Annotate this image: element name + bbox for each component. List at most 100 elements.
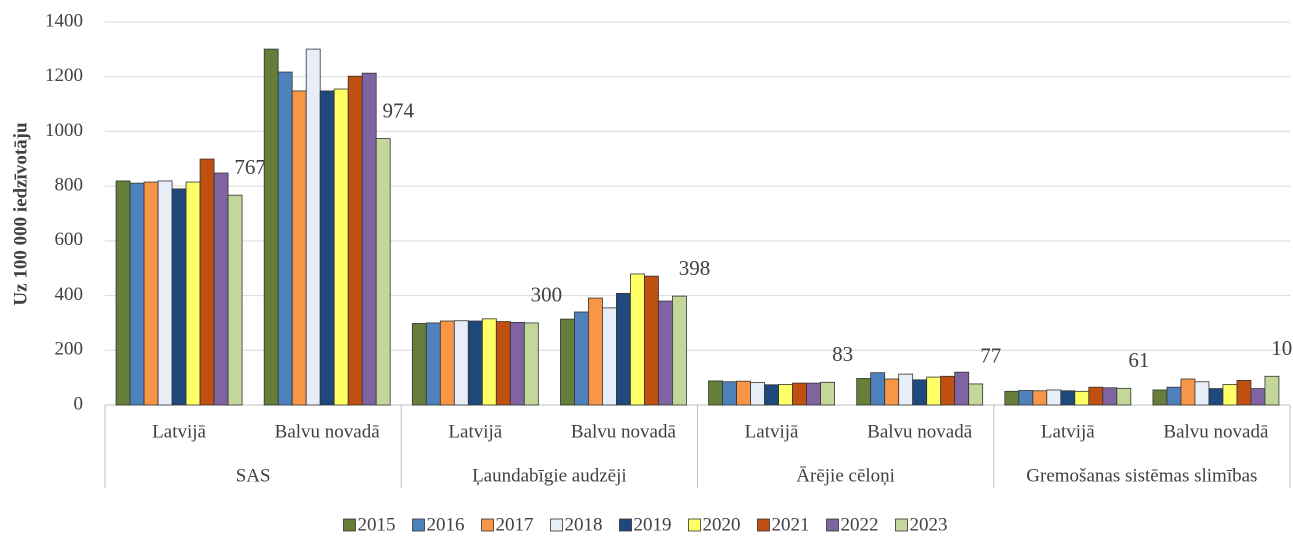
bar [305, 48, 321, 406]
data-label: 398 [679, 256, 711, 280]
legend-label: 2016 [427, 514, 465, 535]
bar [672, 295, 687, 406]
bar [227, 194, 243, 406]
group-label: Ļaundabīgie audzēji [472, 465, 627, 486]
x-tick-label: Balvu novadā [867, 421, 973, 442]
group-label: Ārējie cēloņi [796, 465, 895, 486]
data-label: 974 [382, 98, 414, 122]
bar [1116, 387, 1132, 406]
bar [157, 180, 173, 406]
bar [968, 383, 984, 406]
y-axis-label: Uz 100 000 iedzīvotāju [10, 122, 31, 306]
y-tick-label: 800 [55, 175, 84, 196]
y-tick-label: 600 [55, 229, 84, 250]
legend-label: 2018 [565, 514, 603, 535]
bar [439, 320, 455, 406]
bar [319, 90, 335, 406]
y-tick-label: 0 [74, 393, 84, 414]
bar [1180, 378, 1196, 406]
bar [129, 182, 145, 406]
bar [708, 380, 723, 406]
bar [658, 300, 673, 406]
bar [213, 172, 229, 406]
bar [495, 321, 511, 406]
data-label: 83 [832, 342, 853, 366]
bar [884, 378, 900, 406]
legend-swatch [481, 518, 494, 532]
bar [856, 378, 872, 406]
legend-swatch [619, 518, 632, 532]
bar [453, 320, 469, 406]
legend-swatch [688, 518, 701, 532]
data-label: 77 [980, 344, 1001, 368]
bar [560, 318, 575, 406]
bar [333, 88, 349, 406]
bar [481, 318, 497, 406]
bar [926, 376, 942, 406]
x-tick-label: Latvijā [448, 421, 502, 442]
bar [806, 382, 821, 406]
bar [574, 311, 589, 406]
bar [1236, 379, 1252, 406]
bar [1264, 375, 1280, 406]
x-tick-label: Balvu novadā [275, 421, 381, 442]
legend-swatch [412, 518, 425, 532]
bar [1166, 386, 1182, 406]
group-label: Gremošanas sistēmas slimības [1026, 465, 1257, 486]
bar [1152, 389, 1168, 406]
bar [1102, 387, 1118, 406]
legend-swatch [550, 518, 563, 532]
x-tick-label: Latvijā [745, 421, 799, 442]
data-label: 767 [234, 155, 266, 179]
bar [263, 48, 279, 406]
legend-swatch [757, 518, 770, 532]
legend-swatch [343, 518, 356, 532]
y-tick-label: 400 [55, 284, 84, 305]
bar [277, 71, 293, 406]
bar [291, 90, 307, 406]
bar [616, 292, 631, 406]
bar [792, 382, 807, 406]
data-label: 61 [1128, 348, 1149, 372]
legend-swatch [826, 518, 839, 532]
bar [361, 72, 377, 406]
bar [898, 373, 914, 406]
bar [1018, 390, 1034, 406]
bar [912, 379, 928, 406]
bar [375, 138, 391, 406]
bar [171, 188, 187, 406]
legend-label: 2015 [358, 514, 396, 535]
x-tick-label: Latvijā [152, 421, 206, 442]
bar [1074, 390, 1090, 406]
legend-label: 2022 [841, 514, 879, 535]
bar [467, 320, 483, 406]
legend-label: 2020 [703, 514, 741, 535]
bar [736, 380, 751, 406]
bar [722, 381, 737, 406]
bar [1032, 390, 1048, 406]
bar [1250, 388, 1266, 406]
bar [509, 321, 525, 406]
x-tick-label: Balvu novadā [1163, 421, 1269, 442]
bar [1046, 389, 1062, 406]
data-label: 300 [531, 283, 563, 307]
bar [630, 273, 645, 406]
bar [1088, 386, 1104, 406]
bar [764, 384, 779, 406]
bar [1208, 388, 1224, 406]
y-tick-label: 1000 [45, 120, 83, 141]
bar [523, 322, 539, 406]
legend-label: 2023 [910, 514, 948, 535]
y-tick-label: 1400 [45, 10, 83, 31]
bar [820, 381, 835, 406]
bar [1222, 384, 1238, 406]
bar [199, 158, 215, 406]
bar [778, 384, 793, 406]
bar [1004, 390, 1020, 406]
bar [954, 371, 970, 406]
y-tick-label: 200 [55, 339, 84, 360]
bar [870, 372, 886, 406]
legend-label: 2021 [772, 514, 810, 535]
bar [185, 181, 201, 406]
